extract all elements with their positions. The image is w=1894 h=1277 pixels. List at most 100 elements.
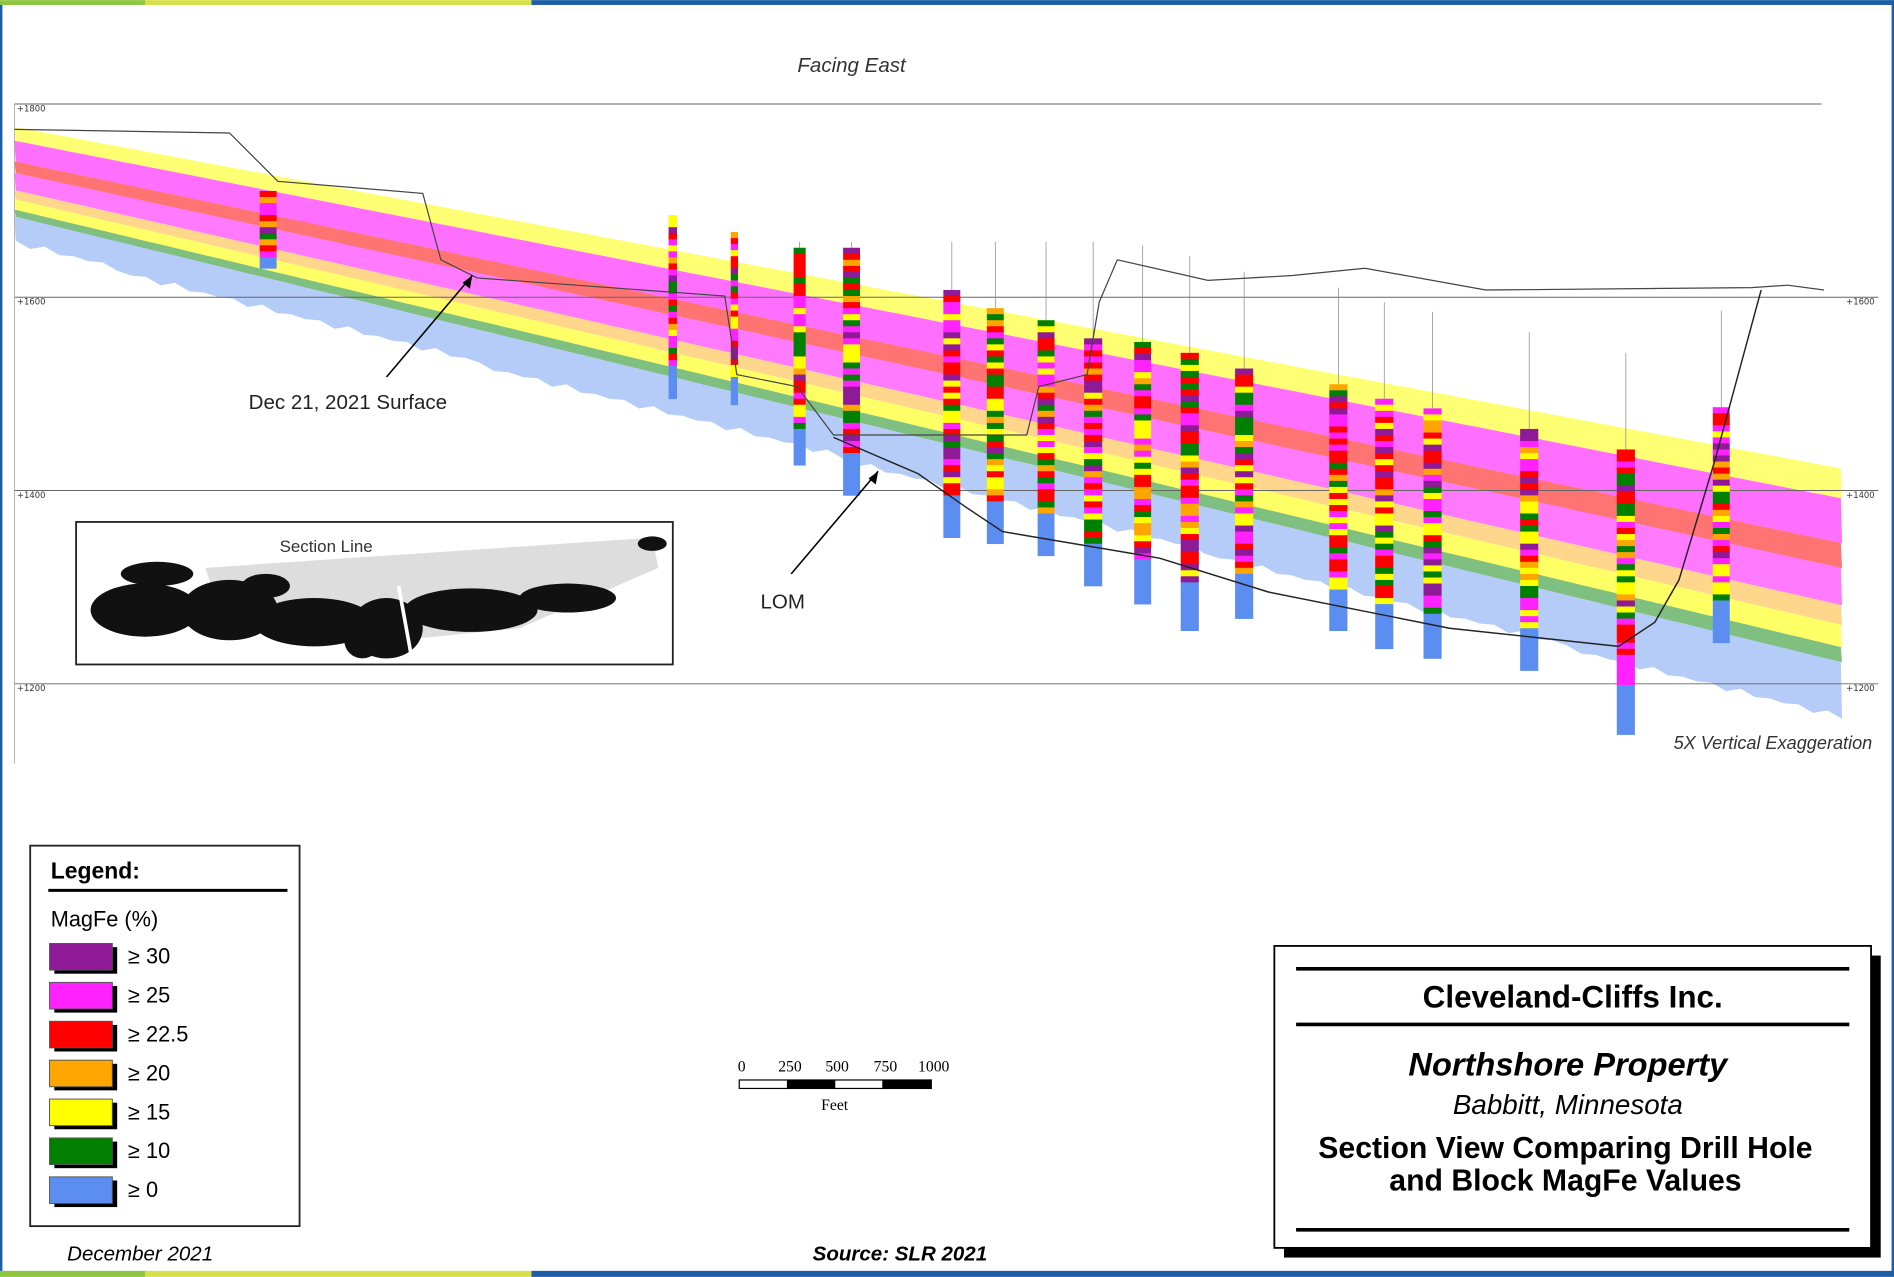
scale-label: 250 bbox=[778, 1059, 802, 1076]
elevation-label: +1600 bbox=[17, 297, 46, 307]
hole-interval bbox=[943, 308, 961, 315]
hole-interval bbox=[730, 389, 739, 396]
hole-interval bbox=[1134, 517, 1152, 524]
hole-interval bbox=[1084, 513, 1103, 520]
hole-interval bbox=[668, 293, 678, 301]
hole-interval bbox=[668, 372, 678, 379]
hole-interval bbox=[1329, 559, 1348, 566]
hole-interval bbox=[793, 259, 806, 267]
hole-interval bbox=[1616, 582, 1635, 589]
hole-interval bbox=[986, 374, 1004, 381]
hole-interval bbox=[843, 344, 861, 351]
hole-interval bbox=[1375, 634, 1394, 641]
hole-interval bbox=[1180, 419, 1199, 426]
hole-interval bbox=[843, 277, 861, 285]
hole-interval bbox=[1235, 386, 1254, 394]
hole-interval bbox=[1329, 571, 1348, 578]
hole-interval bbox=[1712, 612, 1730, 619]
hole-interval bbox=[730, 298, 739, 305]
scale-bar: 0 250 500 750 1000 bbox=[738, 1059, 950, 1090]
legend-swatch bbox=[49, 1059, 113, 1088]
hole-interval bbox=[1616, 467, 1635, 474]
hole-interval bbox=[1520, 489, 1539, 496]
surface-line bbox=[14, 128, 1825, 436]
elevation-label: +1200 bbox=[17, 683, 46, 693]
hole-interval bbox=[259, 221, 277, 228]
hole-interval bbox=[793, 326, 806, 333]
hole-interval bbox=[1180, 491, 1199, 499]
hole-interval bbox=[259, 263, 277, 269]
hole-interval bbox=[1329, 426, 1348, 433]
hole-interval bbox=[1423, 631, 1442, 639]
hole-interval bbox=[1134, 341, 1152, 349]
hole-interval bbox=[1134, 468, 1152, 476]
hole-interval bbox=[1134, 523, 1152, 530]
hole-interval bbox=[1084, 459, 1103, 466]
hole-interval bbox=[843, 465, 861, 472]
hole-interval bbox=[1037, 465, 1055, 472]
hole-interval bbox=[1616, 685, 1635, 692]
hole-interval bbox=[730, 268, 739, 275]
hole-interval bbox=[1180, 401, 1199, 408]
hole-interval bbox=[730, 286, 739, 293]
hole-interval bbox=[1235, 465, 1254, 472]
hole-interval bbox=[793, 422, 806, 430]
hole-interval bbox=[1329, 390, 1348, 397]
hole-interval bbox=[1180, 389, 1199, 396]
hole-interval bbox=[1180, 443, 1199, 450]
hole-interval bbox=[1037, 471, 1055, 478]
hole-interval bbox=[986, 398, 1004, 406]
hole-interval bbox=[730, 316, 739, 323]
hole-interval bbox=[1520, 652, 1539, 659]
hole-interval bbox=[1329, 408, 1348, 415]
hole-interval bbox=[1712, 534, 1730, 541]
hole-interval bbox=[1712, 606, 1730, 613]
hole-interval bbox=[1134, 420, 1152, 427]
hole-interval bbox=[1329, 583, 1348, 590]
frame-accent bbox=[144, 0, 532, 5]
hole-interval bbox=[1134, 450, 1152, 458]
hole-interval bbox=[1520, 513, 1539, 520]
hole-interval bbox=[1037, 483, 1055, 490]
hole-interval bbox=[730, 395, 739, 402]
hole-interval bbox=[1423, 420, 1442, 427]
hole-interval bbox=[1084, 416, 1103, 424]
hole-interval bbox=[1235, 555, 1254, 563]
scale-segment bbox=[882, 1079, 932, 1090]
hole-interval bbox=[943, 368, 961, 375]
hole-interval bbox=[1180, 606, 1199, 613]
hole-interval bbox=[943, 507, 961, 514]
hole-interval bbox=[1180, 358, 1199, 366]
hole-interval bbox=[1712, 455, 1730, 462]
hole-interval bbox=[1616, 672, 1635, 680]
hole-interval bbox=[1616, 721, 1635, 728]
hole-interval bbox=[1375, 507, 1394, 514]
hole-interval bbox=[843, 416, 861, 424]
hole-interval bbox=[1375, 561, 1394, 569]
hole-interval bbox=[1329, 565, 1348, 572]
hole-interval bbox=[1520, 664, 1539, 671]
hole-interval bbox=[1423, 474, 1442, 482]
hole-interval bbox=[1712, 588, 1730, 595]
hole-interval bbox=[730, 274, 739, 281]
hole-interval bbox=[1616, 666, 1635, 674]
hole-interval bbox=[1037, 398, 1055, 406]
hole-interval bbox=[1520, 543, 1539, 551]
hole-interval bbox=[943, 483, 961, 490]
hole-interval bbox=[1616, 503, 1635, 511]
hole-interval bbox=[1235, 513, 1254, 520]
hole-interval bbox=[1235, 573, 1254, 581]
hole-interval bbox=[668, 269, 678, 276]
hole-interval bbox=[730, 340, 739, 348]
hole-interval bbox=[1235, 537, 1254, 545]
hole-interval bbox=[259, 245, 277, 252]
hole-interval bbox=[943, 380, 961, 388]
lom-line bbox=[833, 289, 1762, 648]
hole-interval bbox=[1375, 459, 1394, 466]
hole-interval bbox=[1616, 642, 1635, 650]
hole-interval bbox=[1712, 437, 1730, 444]
hole-interval bbox=[1180, 364, 1199, 372]
hole-interval bbox=[1037, 332, 1055, 339]
hole-interval bbox=[730, 310, 739, 317]
hole-interval bbox=[1423, 571, 1442, 578]
